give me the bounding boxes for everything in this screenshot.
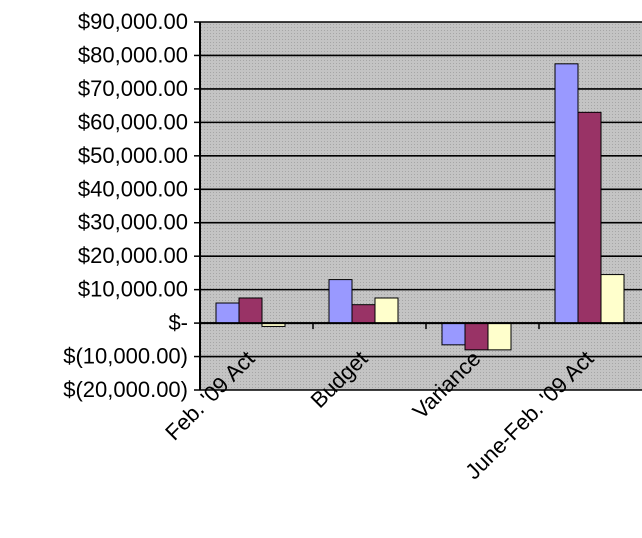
bar — [328, 279, 353, 324]
y-tick-label: $- — [168, 310, 188, 335]
y-tick-label: $10,000.00 — [78, 277, 188, 302]
y-tick-label: $30,000.00 — [78, 210, 188, 235]
y-tick-label: $(10,000.00) — [63, 344, 188, 369]
y-tick-label: $40,000.00 — [78, 176, 188, 201]
bar — [554, 63, 579, 324]
bar — [487, 322, 512, 351]
axes — [194, 21, 642, 391]
bar — [577, 111, 602, 324]
y-tick-label: $70,000.00 — [78, 76, 188, 101]
y-tick-label: $80,000.00 — [78, 42, 188, 67]
bars — [215, 63, 625, 351]
bar — [215, 302, 240, 324]
bar — [374, 297, 399, 324]
bar — [600, 274, 625, 324]
y-tick-label: $20,000.00 — [78, 243, 188, 268]
bar — [464, 322, 489, 351]
y-tick-label: $90,000.00 — [78, 9, 188, 34]
bar — [351, 304, 376, 324]
bar — [441, 322, 466, 346]
y-tick-labels: $90,000.00 $80,000.00 $70,000.00 $60,000.00… — [63, 9, 188, 402]
bar — [238, 297, 263, 324]
y-tick-label: $50,000.00 — [78, 143, 188, 168]
y-tick-label: $60,000.00 — [78, 109, 188, 134]
y-tick-label: $(20,000.00) — [63, 377, 188, 402]
